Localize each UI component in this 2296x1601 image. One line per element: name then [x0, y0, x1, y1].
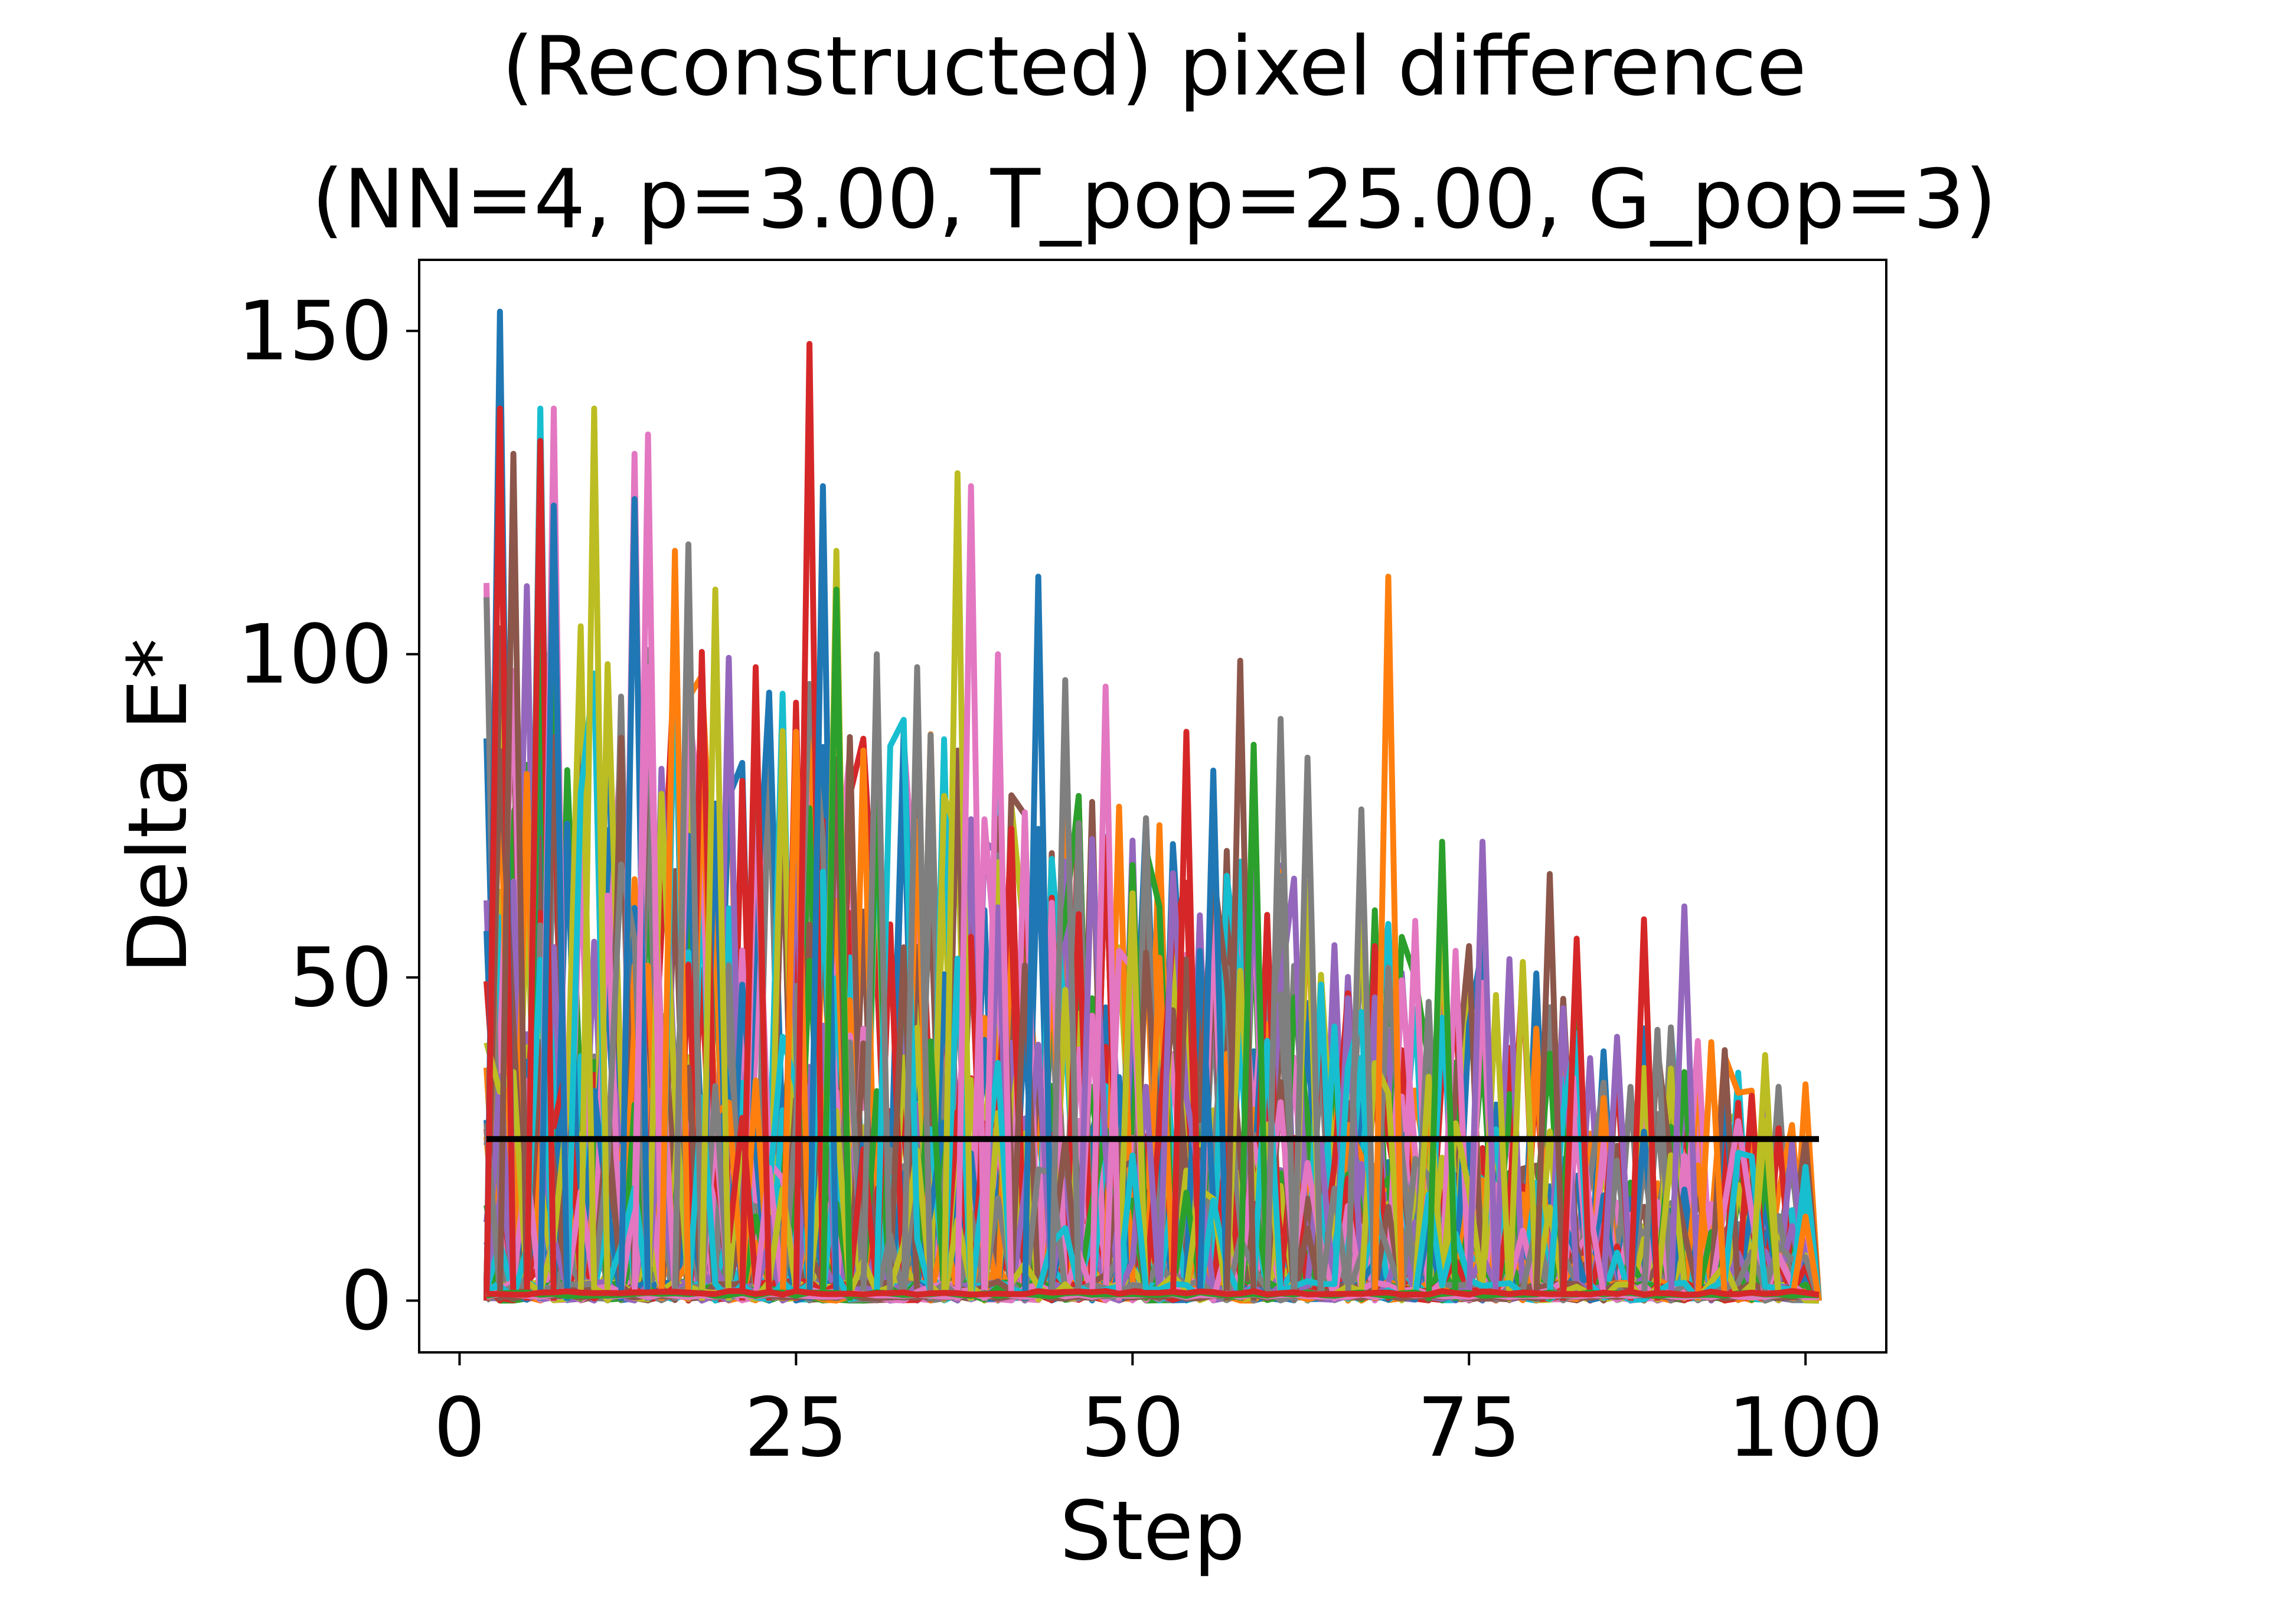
- y-tick-label: 100: [237, 607, 393, 702]
- peak-line: [1371, 573, 1405, 1301]
- peak-line: [1425, 839, 1459, 1301]
- peak-line: [1789, 1214, 1822, 1302]
- peak-line: [954, 483, 988, 1301]
- peak-line: [537, 503, 570, 1301]
- peak-line: [1668, 903, 1701, 1301]
- chart-title: (Reconstructed) pixel difference: [502, 19, 1807, 114]
- chart-subtitle: (NN=4, p=3.00, T_pop=25.00, G_pop=3): [312, 152, 1997, 247]
- peak-line: [1237, 742, 1271, 1301]
- y-tick-label: 0: [341, 1253, 393, 1348]
- peak-line: [1627, 916, 1661, 1301]
- x-axis: 0 25 50 75 100: [433, 1352, 1883, 1475]
- peak-line: [1264, 716, 1297, 1301]
- peak-line: [739, 664, 772, 1301]
- peak-line: [524, 438, 557, 1301]
- peak-line: [1170, 729, 1203, 1301]
- peak-line: [577, 405, 611, 1301]
- peak-line: [819, 586, 853, 1301]
- y-tick-label: 150: [237, 283, 393, 379]
- x-axis-label: Step: [1060, 1483, 1245, 1579]
- baseline-series-line: [486, 1288, 1820, 1298]
- y-axis: 0 50 100 150: [237, 283, 419, 1348]
- y-tick-label: 50: [289, 930, 393, 1025]
- peak-line: [618, 496, 651, 1301]
- peak-line: [793, 341, 826, 1301]
- peak-line: [1466, 839, 1499, 1301]
- peak-line: [497, 451, 530, 1301]
- peak-line: [1089, 683, 1122, 1301]
- peak-line: [981, 651, 1015, 1301]
- peak-line: [941, 470, 974, 1301]
- peak-line: [698, 586, 732, 1301]
- peak-line: [900, 664, 934, 1301]
- peak-line: [484, 405, 517, 1301]
- peak-line: [806, 483, 840, 1301]
- series-layer: [484, 308, 1822, 1304]
- plot-frame: [418, 259, 1887, 1354]
- x-tick-label: 50: [1080, 1380, 1184, 1475]
- peak-line: [1749, 1052, 1782, 1301]
- peak-line: [1197, 767, 1230, 1301]
- x-tick-label: 0: [433, 1380, 485, 1475]
- peak-line: [658, 547, 691, 1301]
- peak-line: [779, 729, 813, 1301]
- peak-line: [631, 431, 665, 1301]
- peak-line: [1049, 677, 1082, 1301]
- x-tick-label: 25: [744, 1380, 848, 1475]
- peak-line: [1533, 870, 1566, 1301]
- plot-area: [418, 259, 1887, 1354]
- peak-line: [672, 541, 705, 1301]
- x-tick-label: 75: [1417, 1380, 1521, 1475]
- peak-line: [1560, 935, 1593, 1301]
- x-tick-label: 100: [1728, 1380, 1883, 1475]
- y-axis-label: Delta E*: [110, 638, 205, 974]
- peak-line: [860, 651, 893, 1301]
- peak-line: [1291, 754, 1324, 1301]
- peak-line: [1021, 573, 1055, 1301]
- peak-line: [1694, 1039, 1728, 1301]
- peak-line: [1223, 657, 1257, 1301]
